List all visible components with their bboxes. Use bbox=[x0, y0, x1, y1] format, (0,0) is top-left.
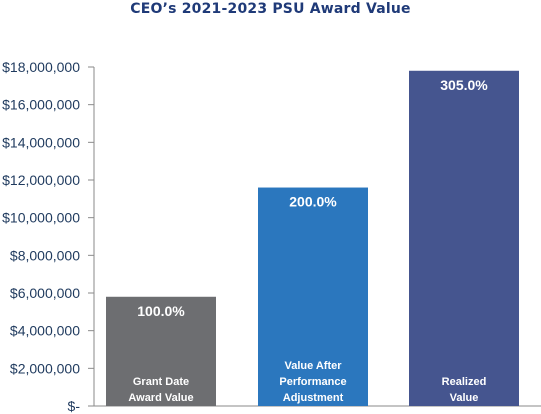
bar-data-label: 305.0% bbox=[440, 77, 488, 93]
y-tick-label: $4,000,000 bbox=[10, 323, 80, 339]
category-label: Award Value bbox=[128, 392, 193, 404]
category-label: Realized bbox=[442, 376, 487, 388]
bar-data-label: 200.0% bbox=[289, 194, 337, 210]
y-tick-label: $2,000,000 bbox=[10, 360, 80, 376]
bar bbox=[258, 187, 368, 406]
y-tick-label: $12,000,000 bbox=[2, 172, 80, 188]
bar-data-label: 100.0% bbox=[137, 303, 185, 319]
y-tick-label: $6,000,000 bbox=[10, 285, 80, 301]
y-tick-label: $10,000,000 bbox=[2, 210, 80, 226]
y-axis: $- $2,000,000 $4,000,000 $6,000,000 $8,000,0… bbox=[2, 59, 541, 414]
category-label: Adjustment bbox=[283, 392, 344, 404]
category-label: Grant Date bbox=[133, 376, 189, 388]
bar bbox=[409, 70, 519, 407]
y-tick-label: $14,000,000 bbox=[2, 134, 80, 150]
category-label: Value After bbox=[284, 360, 342, 372]
chart-title: CEO’s 2021-2023 PSU Award Value bbox=[130, 1, 411, 17]
data-labels: 100.0% 200.0% 305.0% bbox=[137, 77, 488, 319]
category-label: Performance bbox=[279, 376, 346, 388]
category-label: Value bbox=[450, 392, 479, 404]
bars bbox=[106, 70, 519, 407]
y-tick-label: $8,000,000 bbox=[10, 247, 80, 263]
category-labels: Grant Date Award Value Value After Performa… bbox=[128, 360, 486, 404]
y-tick-label: $- bbox=[68, 398, 81, 414]
bar bbox=[106, 296, 216, 406]
y-tick-label: $16,000,000 bbox=[2, 97, 80, 113]
y-tick-label: $18,000,000 bbox=[2, 59, 80, 75]
